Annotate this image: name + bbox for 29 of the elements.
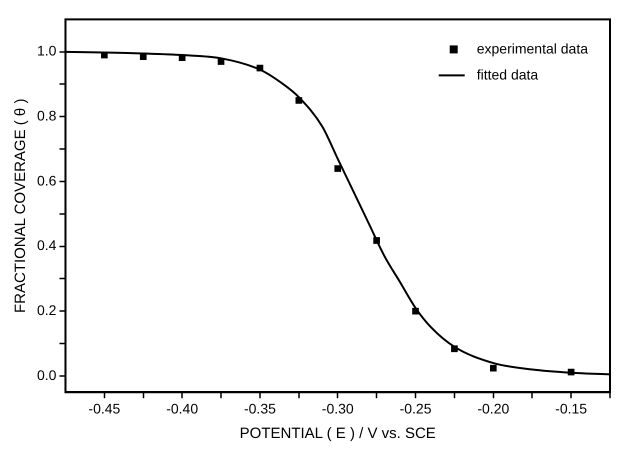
point <box>101 52 108 58</box>
point <box>568 368 574 376</box>
y-tick-label: 0.0 <box>36 366 57 383</box>
point <box>334 165 342 172</box>
x-tick-label: -0.25 <box>400 400 432 416</box>
point <box>218 58 224 65</box>
x-axis-title: POTENTIAL ( E ) / V vs. SCE <box>240 425 436 442</box>
x-tick-label: -0.20 <box>477 400 510 416</box>
x-tick-label: -0.30 <box>322 400 354 416</box>
point <box>296 97 302 104</box>
point <box>490 364 497 372</box>
point <box>373 237 380 244</box>
x-tick-label: -0.15 <box>555 400 588 416</box>
y-tick-label: 0.2 <box>36 302 57 318</box>
legend-label: experimental data <box>476 40 588 56</box>
point <box>140 53 147 60</box>
y-tick-label: 0.4 <box>36 237 57 254</box>
y-tick-label: 0.8 <box>36 108 57 124</box>
point <box>412 308 419 314</box>
legend-label: fitted data <box>476 66 538 82</box>
y-axis-title: FRACTIONAL COVERAGE ( θ ) <box>12 98 30 314</box>
point <box>256 64 264 72</box>
x-tick-label: -0.40 <box>166 400 198 416</box>
y-tick-label: 1.0 <box>36 42 57 59</box>
point <box>451 345 458 352</box>
y-tick-label: 0.6 <box>36 172 57 188</box>
point <box>178 54 186 61</box>
x-tick-label: -0.45 <box>88 400 121 416</box>
x-tick-label: -0.35 <box>244 400 276 416</box>
